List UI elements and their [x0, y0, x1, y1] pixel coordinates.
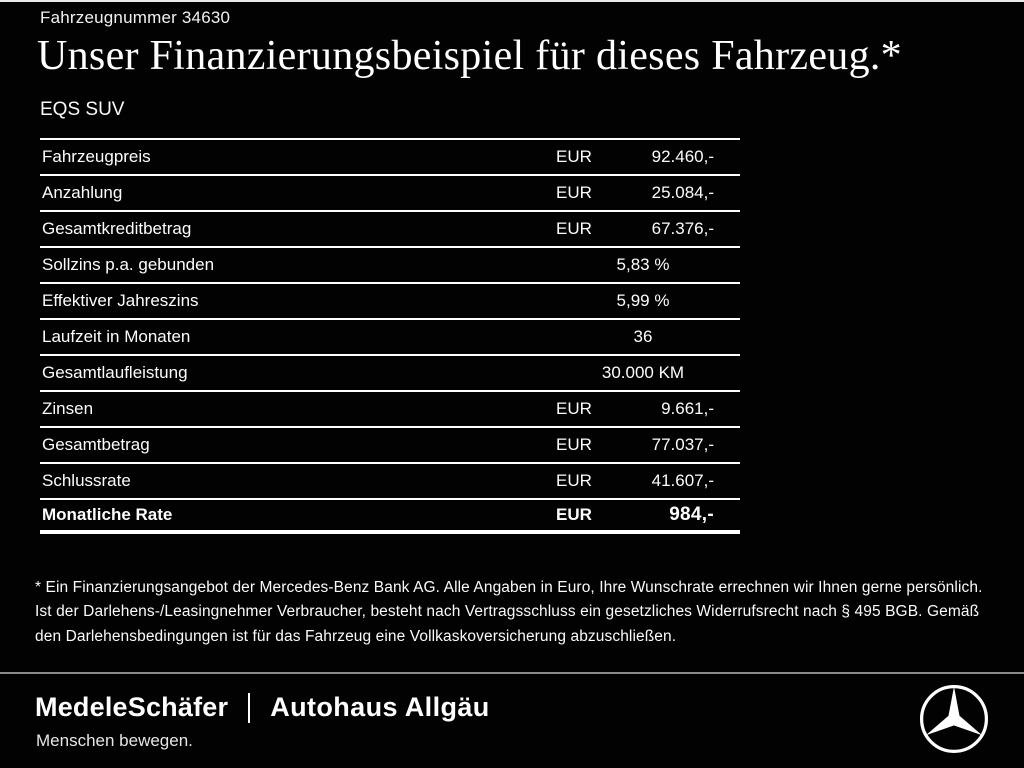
row-label: Effektiver Jahreszins: [42, 291, 199, 310]
row-value: 9.661,-: [661, 399, 714, 418]
dealer-tagline: Menschen bewegen.: [36, 731, 193, 750]
finance-row: Effektiver Jahreszins 5,99 %: [40, 282, 740, 318]
vehicle-model: EQS SUV: [40, 99, 125, 120]
row-label: Gesamtlaufleistung: [42, 363, 188, 382]
finance-row: Laufzeit in Monaten 36: [40, 318, 740, 354]
row-value: 984,-: [669, 504, 714, 525]
row-label: Sollzins p.a. gebunden: [42, 255, 215, 274]
row-value: 25.084,-: [651, 183, 714, 202]
legal-footnote: * Ein Finanzierungsangebot der Mercedes-…: [35, 579, 983, 645]
row-value: 5,99 %: [616, 291, 670, 310]
vehicle-number: Fahrzeugnummer 34630: [40, 8, 231, 27]
row-currency: EUR: [556, 183, 592, 202]
finance-row: Monatliche Rate EUR 984,-: [40, 498, 740, 534]
finance-row: Gesamtbetrag EUR 77.037,-: [40, 426, 740, 462]
row-label: Gesamtbetrag: [42, 435, 150, 454]
finance-row: Zinsen EUR 9.661,-: [40, 390, 740, 426]
finance-table: Fahrzeugpreis EUR 92.460,- Anzahlung EUR 25.0…: [40, 138, 740, 534]
row-currency: EUR: [556, 399, 592, 418]
top-border-line: [0, 0, 1024, 2]
row-currency: EUR: [556, 147, 592, 166]
finance-row: Sollzins p.a. gebunden 5,83 %: [40, 246, 740, 282]
dealer-logos: MedeleSchäfer Autohaus Allgäu: [35, 692, 490, 723]
row-label: Anzahlung: [42, 183, 123, 202]
row-label: Zinsen: [42, 399, 94, 418]
dealer-wordmark-medele-schaefer: MedeleSchäfer: [35, 692, 229, 722]
row-currency: EUR: [556, 505, 592, 524]
row-currency: EUR: [556, 471, 592, 490]
row-value: 30.000 KM: [601, 363, 685, 382]
finance-row: Gesamtkreditbetrag EUR 67.376,-: [40, 210, 740, 246]
dealer-wordmark-autohaus-allgaeu: Autohaus Allgäu: [270, 692, 490, 722]
finance-row: Gesamtlaufleistung 30.000 KM: [40, 354, 740, 390]
row-value: 41.607,-: [651, 471, 714, 490]
row-label: Fahrzeugpreis: [42, 147, 151, 166]
page-title: Unser Finanzierungsbeispiel für dieses F…: [37, 33, 902, 79]
mercedes-star-icon: [918, 683, 990, 755]
row-currency: EUR: [556, 435, 592, 454]
row-label: Laufzeit in Monaten: [42, 327, 191, 346]
row-currency: EUR: [556, 219, 592, 238]
row-value: 5,83 %: [616, 255, 670, 274]
row-label: Schlussrate: [42, 471, 131, 490]
row-value: 77.037,-: [651, 435, 714, 454]
row-value: 67.376,-: [651, 219, 714, 238]
finance-row: Anzahlung EUR 25.084,-: [40, 174, 740, 210]
finance-row: Schlussrate EUR 41.607,-: [40, 462, 740, 498]
finance-row: Fahrzeugpreis EUR 92.460,-: [40, 138, 740, 174]
row-label: Monatliche Rate: [42, 505, 173, 524]
footer-divider: [0, 672, 1024, 674]
row-label: Gesamtkreditbetrag: [42, 219, 192, 238]
row-value: 36: [633, 327, 653, 346]
row-value: 92.460,-: [651, 147, 714, 166]
logo-separator: [248, 692, 251, 723]
